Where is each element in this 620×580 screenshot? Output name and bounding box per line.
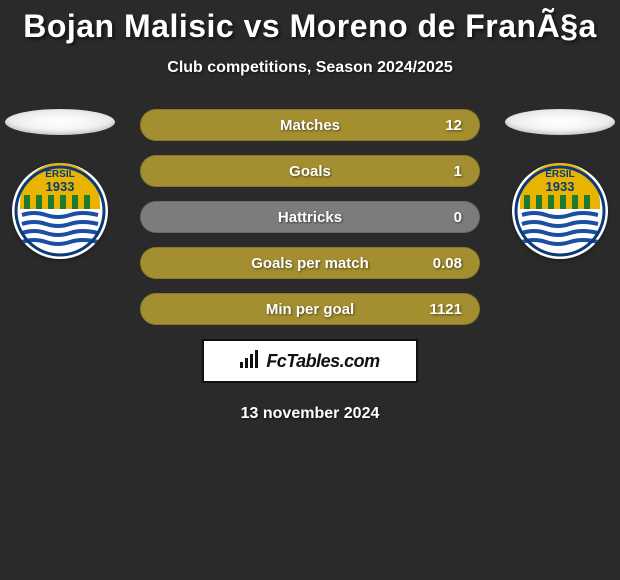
stat-label: Min per goal <box>208 301 412 318</box>
chart-icon <box>240 350 260 373</box>
stat-label: Matches <box>208 117 412 134</box>
stat-row: Min per goal1121 <box>140 293 480 325</box>
stat-value-right: 0.08 <box>412 255 462 272</box>
stat-label: Goals per match <box>208 255 412 272</box>
page-subtitle: Club competitions, Season 2024/2025 <box>0 59 620 77</box>
stat-value-right: 1121 <box>412 301 462 318</box>
page-title: Bojan Malisic vs Moreno de FranÃ§a <box>0 0 620 45</box>
player-left-name-oval <box>5 109 115 135</box>
branding-text: FcTables.com <box>266 351 379 372</box>
player-left-column: 1933ERSIL <box>0 109 120 259</box>
player-left-club-logo: 1933ERSIL <box>12 163 108 259</box>
svg-text:1933: 1933 <box>546 179 575 194</box>
date-text: 13 november 2024 <box>0 405 620 423</box>
stat-label: Hattricks <box>208 209 412 226</box>
svg-text:ERSIL: ERSIL <box>545 169 574 180</box>
player-right-column: 1933ERSIL <box>500 109 620 259</box>
comparison-panel: 1933ERSIL 1933ERSIL Matches12Goals1Hattr… <box>0 109 620 423</box>
stat-label: Goals <box>208 163 412 180</box>
stat-row: Matches12 <box>140 109 480 141</box>
stat-value-right: 12 <box>412 117 462 134</box>
stat-value-right: 1 <box>412 163 462 180</box>
stat-row: Goals per match0.08 <box>140 247 480 279</box>
stat-value-right: 0 <box>412 209 462 226</box>
svg-text:1933: 1933 <box>46 179 75 194</box>
player-right-name-oval <box>505 109 615 135</box>
player-right-club-logo: 1933ERSIL <box>512 163 608 259</box>
stat-rows: Matches12 Goals1 Hattricks0 Goals per match… <box>140 109 480 325</box>
svg-text:ERSIL: ERSIL <box>45 169 74 180</box>
branding-box: FcTables.com <box>202 339 418 383</box>
stat-row: Hattricks0 <box>140 201 480 233</box>
stat-row: Goals1 <box>140 155 480 187</box>
